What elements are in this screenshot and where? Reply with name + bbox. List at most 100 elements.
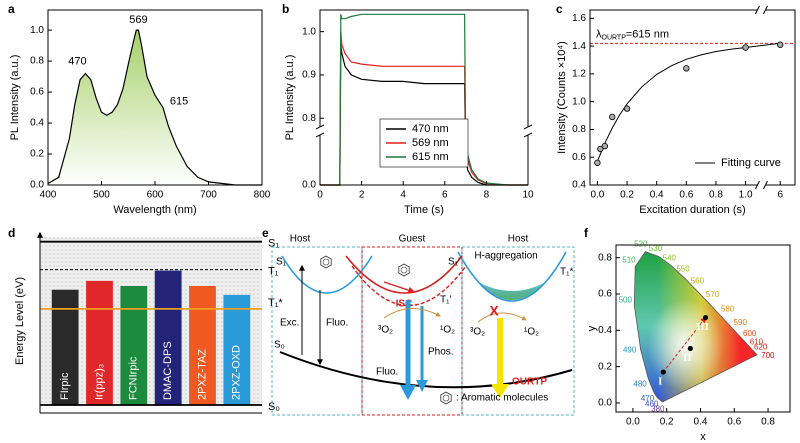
- point-label: III: [696, 321, 709, 333]
- data-point: [623, 105, 631, 112]
- y-tick-label: 0.6: [30, 87, 44, 98]
- bar-label: 2PXZ-TAZ: [196, 349, 208, 400]
- y-tick-label: 0.2: [598, 361, 612, 372]
- axis-break-mark: [755, 5, 760, 15]
- y-tick-label: 1.6: [572, 13, 586, 24]
- x-tick-label: 800: [254, 190, 271, 201]
- wavelength-label: 540: [663, 253, 677, 262]
- data-point: [683, 65, 690, 72]
- x-tick-label: 0.6: [727, 417, 741, 428]
- y-tick-label: 0.8: [598, 252, 612, 263]
- level-label: S₀: [268, 401, 280, 413]
- panel-letter: a: [8, 2, 15, 16]
- axis-break-mark: [523, 124, 533, 130]
- reference-text: =615 nm: [626, 28, 669, 40]
- x-tick-label: 0.8: [761, 417, 775, 428]
- color-point: [702, 315, 709, 321]
- energy-transfer-arrow: [477, 312, 527, 323]
- legend-label: 470 nm: [412, 123, 449, 135]
- oxygen-label: ³O₂: [378, 325, 393, 336]
- axis-break-gap: [317, 126, 323, 135]
- panel-letter: d: [8, 226, 15, 240]
- x-tick-label: 4: [400, 190, 406, 201]
- molecule-icon: [398, 263, 410, 277]
- state-label: S₀: [274, 340, 285, 351]
- x-tick-label: 0.8: [709, 190, 723, 201]
- wavelength-label: 490: [623, 346, 637, 355]
- panel-letter: b: [282, 2, 289, 16]
- host-box: [461, 246, 575, 416]
- color-point: [687, 345, 693, 352]
- fit-curve: [596, 42, 781, 162]
- wavelength-label: 560: [691, 277, 705, 286]
- axis-break-mark: [315, 132, 325, 138]
- legend-text: : Aromatic molecules: [456, 393, 548, 404]
- x-tick-label: 700: [200, 190, 217, 201]
- y-tick-label: 0.4: [598, 325, 612, 336]
- bar: [223, 294, 251, 405]
- panel-letter: e: [262, 226, 269, 240]
- y-tick-label: 0.0: [302, 180, 316, 191]
- x-tick-label: 10: [522, 190, 534, 201]
- y-tick-label: 0.8: [302, 113, 316, 124]
- wavelength-label: 510: [622, 255, 636, 264]
- box-title: Host: [508, 234, 529, 245]
- x-tick-label: 6: [777, 190, 783, 201]
- y-axis-title: PL Intensity (a.u.): [284, 55, 296, 141]
- peak-label: 470: [68, 55, 86, 67]
- x-axis-title: x: [700, 431, 706, 443]
- bar-label: FCNIrpic: [128, 356, 140, 400]
- aggregation-label: H-aggregation: [474, 251, 537, 262]
- y-tick-label: 1.0: [302, 26, 316, 37]
- wavelength-label: 700: [761, 351, 775, 360]
- bar: [120, 286, 148, 405]
- data-point: [742, 44, 749, 51]
- y-axis-title: y: [586, 325, 598, 331]
- arrow-head: [400, 385, 416, 400]
- x-tick-label: 0.6: [679, 190, 693, 201]
- x-tick-label: 1.0: [739, 190, 753, 201]
- guest-s1-curve: [345, 255, 463, 294]
- x-tick-label: 0.0: [626, 417, 640, 428]
- legend-label: 569 nm: [412, 137, 449, 149]
- plot-frame: [319, 9, 529, 186]
- guest-t1-curve: [351, 265, 467, 306]
- wavelength-label: 580: [721, 304, 735, 313]
- state-label: T₁*: [560, 267, 573, 278]
- y-tick-label: 0.4: [572, 180, 586, 191]
- y-tick-label: 0.0: [598, 398, 612, 409]
- series-line: [320, 44, 528, 186]
- wavelength-label: 600: [743, 329, 757, 338]
- data-point: [597, 145, 604, 153]
- state-label: S₁: [276, 257, 287, 268]
- series-line: [320, 13, 528, 186]
- x-axis-title: Wavelength (nm): [113, 204, 196, 216]
- process-label: Phos.: [428, 347, 454, 358]
- x-tick-label: 2: [359, 190, 365, 201]
- x-axis-title: Excitation duration (s): [639, 204, 745, 216]
- oxygen-label: ³O₂: [470, 327, 485, 338]
- wavelength-label: 500: [619, 296, 633, 305]
- y-axis-title: Energy Level (eV): [14, 277, 26, 365]
- wavelength-label: 570: [706, 290, 720, 299]
- panel-letter: f: [584, 226, 589, 240]
- energy-diagram: e Host Guest Host S₁ S₀ S₁′ T₁′ T₁* H-ag…: [262, 226, 575, 416]
- reference-subscript: OURTP: [602, 34, 627, 41]
- level-label: S₁: [268, 238, 279, 250]
- wavelength-label: 590: [734, 318, 748, 327]
- axis-break-mark: [523, 132, 533, 138]
- bar-label: FIrpic: [59, 372, 71, 400]
- x-axis-title: Time (s): [404, 204, 444, 216]
- state-label: S₁′: [448, 257, 460, 268]
- box-title: Guest: [399, 234, 426, 245]
- wavelength-label: 470: [641, 394, 655, 403]
- y-tick-label: 0.9: [302, 70, 316, 81]
- data-point: [777, 41, 784, 48]
- process-label: OURTP: [512, 377, 547, 388]
- bar: [86, 280, 113, 405]
- level-label: T₁: [268, 266, 279, 278]
- plot-frame: [589, 9, 796, 186]
- trend-arrow: [662, 316, 707, 373]
